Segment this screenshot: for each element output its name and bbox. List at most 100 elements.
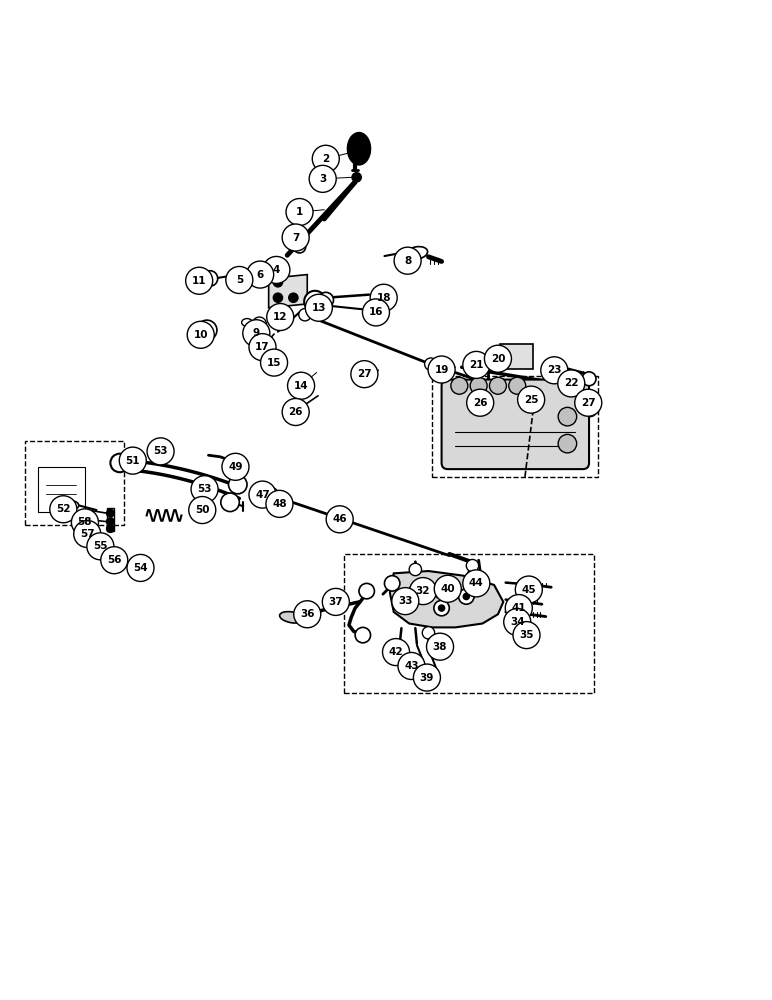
FancyBboxPatch shape <box>500 344 533 369</box>
Circle shape <box>516 576 542 603</box>
Bar <box>344 554 594 693</box>
Text: 52: 52 <box>56 504 70 514</box>
Circle shape <box>221 493 239 512</box>
Ellipse shape <box>347 133 371 165</box>
Text: 37: 37 <box>329 597 343 607</box>
Circle shape <box>249 268 260 279</box>
Circle shape <box>322 588 349 615</box>
Circle shape <box>425 358 437 370</box>
Text: 27: 27 <box>357 369 371 379</box>
Text: 32: 32 <box>416 586 430 596</box>
Circle shape <box>517 386 544 413</box>
Text: 34: 34 <box>510 617 524 627</box>
Circle shape <box>260 349 287 376</box>
Circle shape <box>86 533 114 560</box>
Circle shape <box>530 391 542 404</box>
Circle shape <box>260 265 271 275</box>
Circle shape <box>505 595 533 622</box>
Circle shape <box>312 145 339 172</box>
Circle shape <box>318 292 334 308</box>
Text: 55: 55 <box>93 541 107 551</box>
Circle shape <box>426 633 453 660</box>
Text: 36: 36 <box>300 609 314 619</box>
Circle shape <box>49 496 76 523</box>
Text: 50: 50 <box>195 505 209 515</box>
Circle shape <box>371 284 397 311</box>
Text: 17: 17 <box>256 342 269 352</box>
Circle shape <box>203 326 211 334</box>
Text: 1: 1 <box>296 207 303 217</box>
Text: 2: 2 <box>322 154 330 164</box>
Circle shape <box>394 247 422 274</box>
Text: 3: 3 <box>319 174 327 184</box>
Circle shape <box>107 525 114 532</box>
Circle shape <box>266 490 293 517</box>
Circle shape <box>409 578 437 605</box>
Circle shape <box>197 320 217 340</box>
Circle shape <box>409 583 425 599</box>
Circle shape <box>266 488 278 500</box>
Text: 47: 47 <box>255 490 270 500</box>
Circle shape <box>466 389 493 416</box>
Circle shape <box>299 309 311 321</box>
Circle shape <box>242 320 270 347</box>
Ellipse shape <box>509 377 526 394</box>
Circle shape <box>428 356 455 383</box>
Circle shape <box>119 447 146 474</box>
Text: 48: 48 <box>273 499 286 509</box>
Text: 11: 11 <box>192 276 206 286</box>
Circle shape <box>147 438 174 465</box>
Text: 12: 12 <box>273 312 287 322</box>
Circle shape <box>466 559 479 572</box>
Circle shape <box>266 304 293 331</box>
Circle shape <box>558 407 577 426</box>
Text: 41: 41 <box>512 603 526 613</box>
Circle shape <box>283 398 309 426</box>
Text: 45: 45 <box>522 585 536 595</box>
Text: 53: 53 <box>154 446 168 456</box>
Text: 5: 5 <box>235 275 243 285</box>
Circle shape <box>286 199 313 226</box>
Circle shape <box>462 351 489 378</box>
Circle shape <box>188 497 215 524</box>
Circle shape <box>287 372 315 399</box>
Circle shape <box>127 554 154 581</box>
Text: 38: 38 <box>433 642 447 652</box>
Text: 35: 35 <box>520 630 533 640</box>
Text: 10: 10 <box>194 330 208 340</box>
Text: 57: 57 <box>80 529 94 539</box>
Text: 9: 9 <box>252 328 260 338</box>
FancyBboxPatch shape <box>442 380 589 469</box>
Text: 25: 25 <box>524 395 538 405</box>
Text: 6: 6 <box>256 270 264 280</box>
Circle shape <box>384 576 400 591</box>
Circle shape <box>185 267 212 294</box>
Circle shape <box>273 293 283 302</box>
Circle shape <box>557 370 584 397</box>
Ellipse shape <box>63 501 79 510</box>
Text: 46: 46 <box>333 514 347 524</box>
Text: 4: 4 <box>273 265 280 275</box>
Circle shape <box>463 593 469 600</box>
Text: 26: 26 <box>289 407 303 417</box>
Circle shape <box>422 627 435 639</box>
Circle shape <box>110 454 129 472</box>
Text: 7: 7 <box>292 233 300 243</box>
Ellipse shape <box>489 377 506 394</box>
Circle shape <box>305 294 332 321</box>
Circle shape <box>409 563 422 576</box>
Bar <box>432 376 598 477</box>
Circle shape <box>289 293 298 302</box>
Circle shape <box>311 298 319 305</box>
Circle shape <box>352 173 361 182</box>
Circle shape <box>278 493 290 505</box>
Text: 20: 20 <box>491 354 505 364</box>
Text: 8: 8 <box>404 256 411 266</box>
Text: 49: 49 <box>229 462 242 472</box>
Polygon shape <box>107 508 114 531</box>
Text: 33: 33 <box>398 596 412 606</box>
Circle shape <box>484 345 511 372</box>
Circle shape <box>540 357 567 384</box>
Circle shape <box>107 509 114 517</box>
Circle shape <box>513 622 540 649</box>
